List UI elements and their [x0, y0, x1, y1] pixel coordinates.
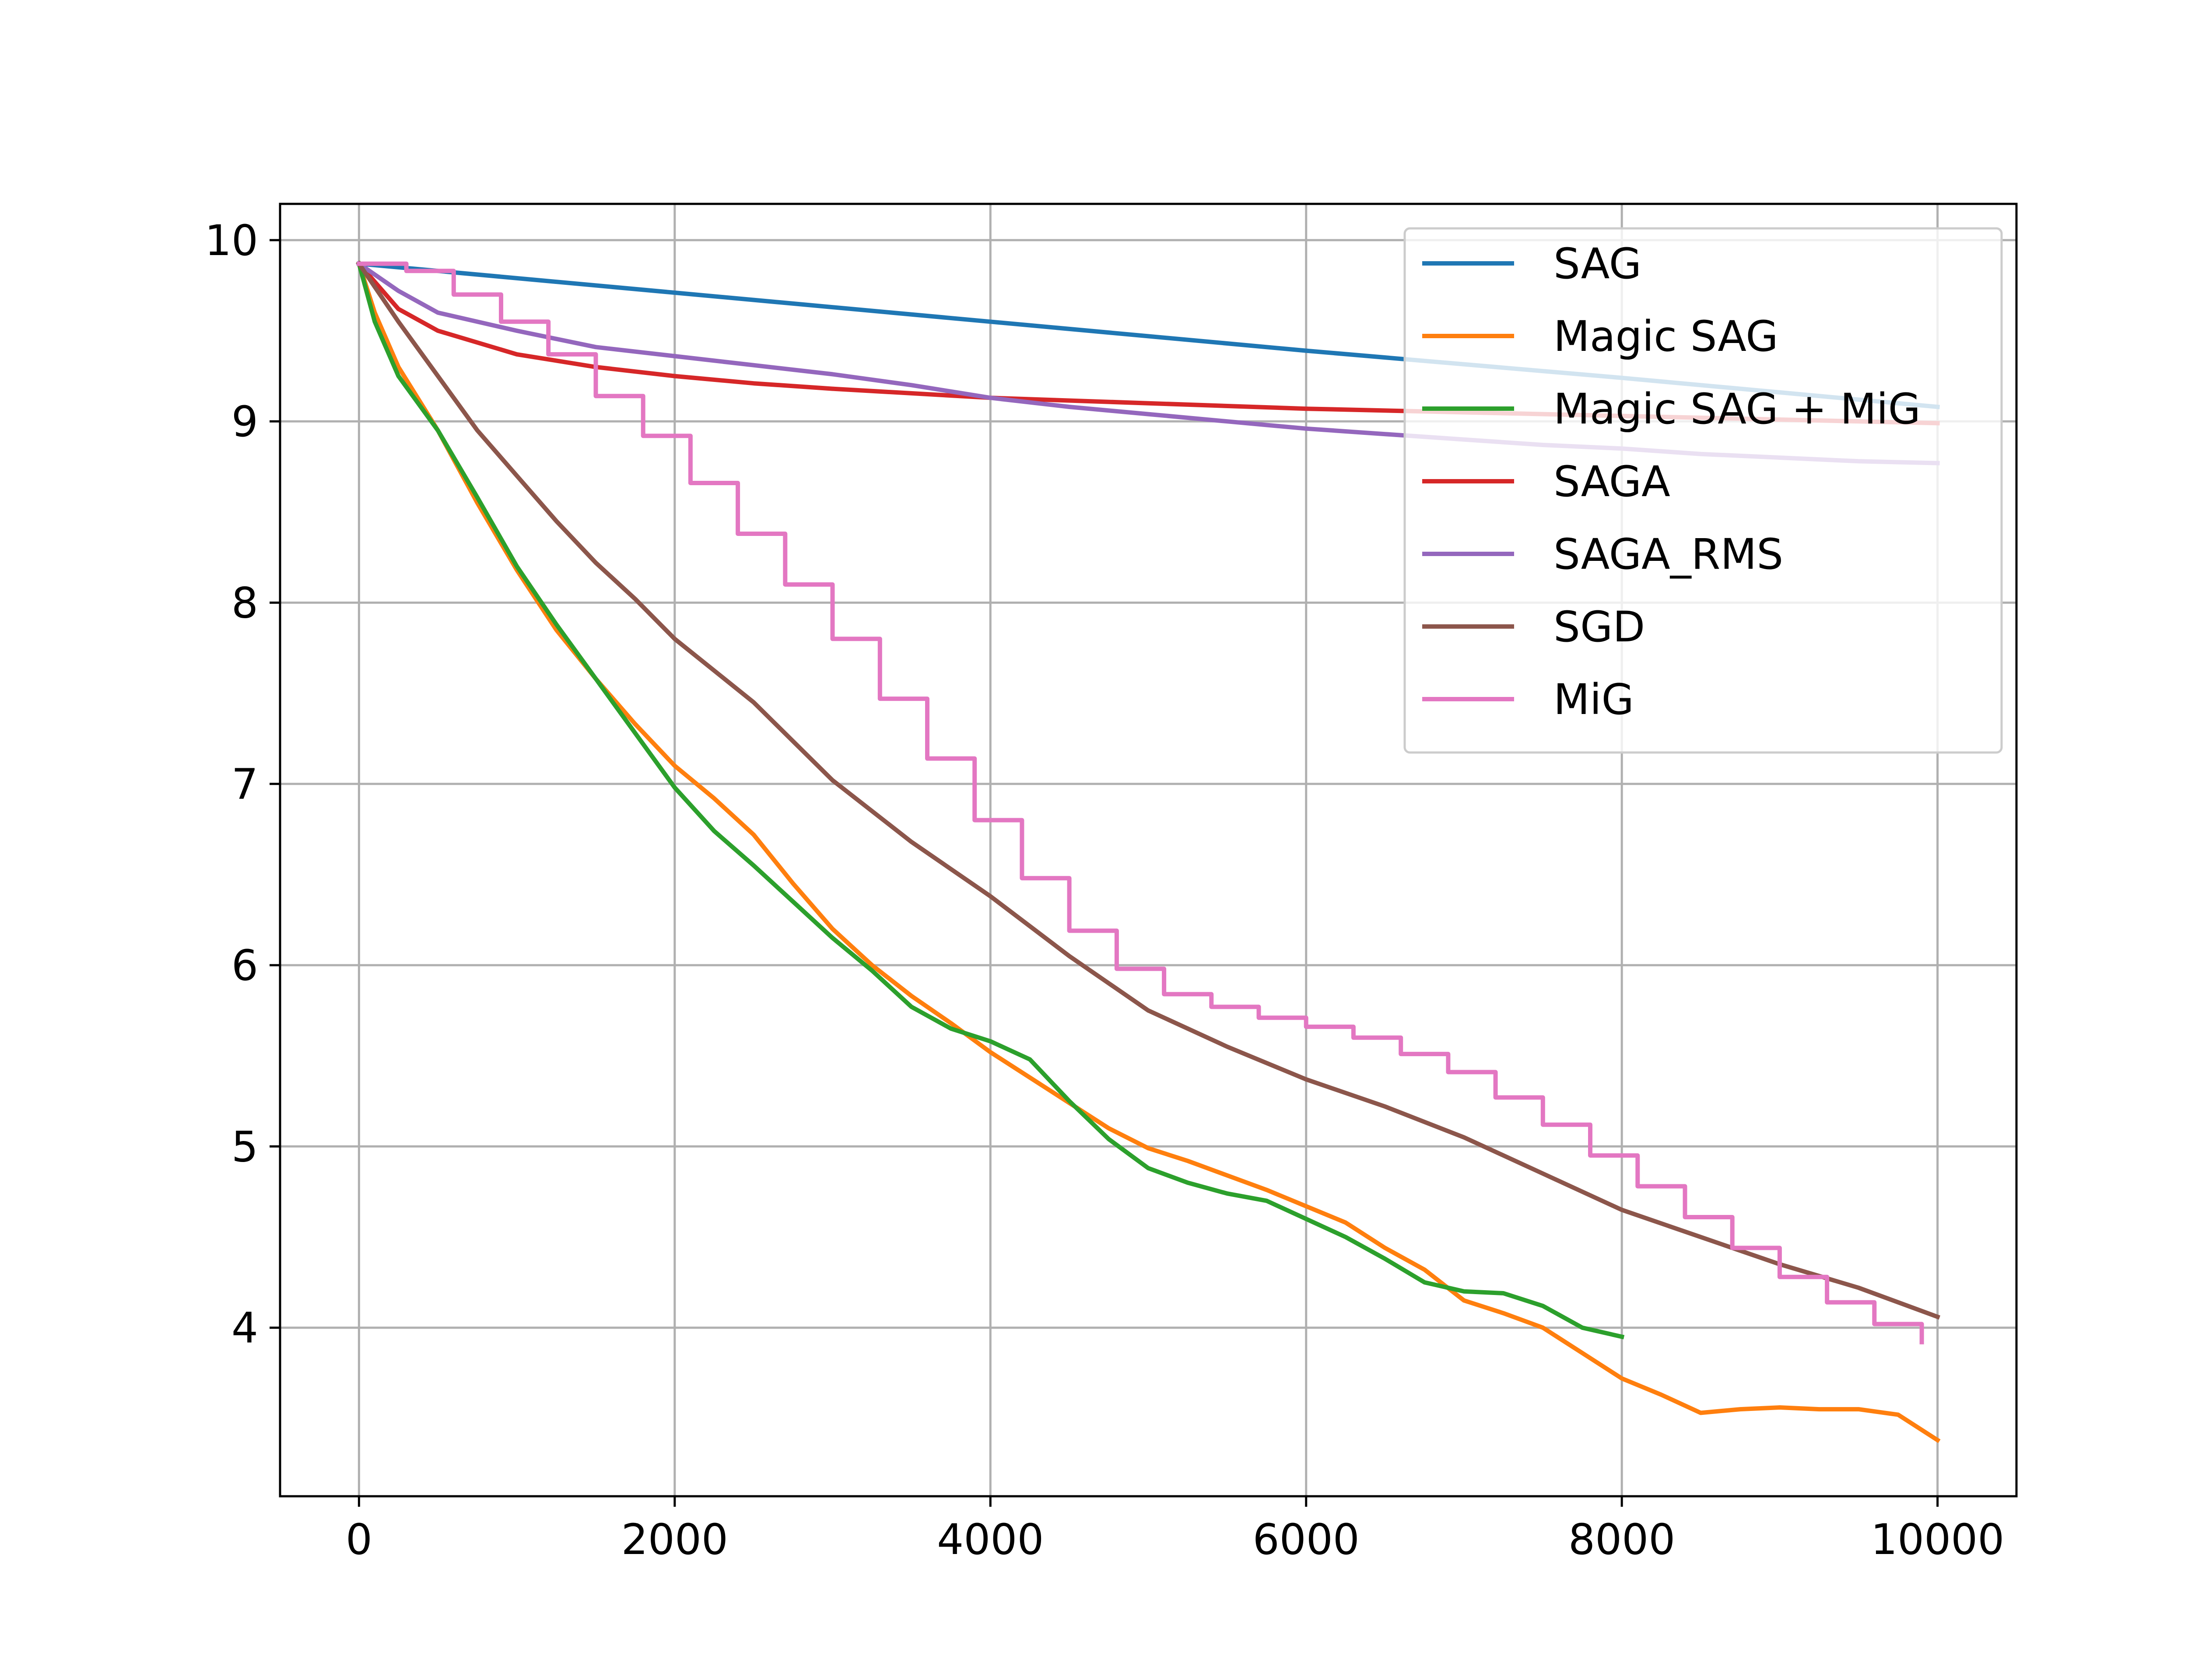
legend-label: Magic SAG + MiG [1553, 385, 1921, 434]
legend-label: SAGA [1553, 457, 1670, 506]
legend-label: MiG [1553, 675, 1634, 724]
x-tick-label: 6000 [1253, 1515, 1360, 1564]
y-tick-label: 10 [205, 216, 258, 265]
y-tick-label: 4 [231, 1304, 258, 1353]
legend-label: SAGA_RMS [1553, 530, 1783, 579]
legend-label: Magic SAG [1553, 312, 1778, 361]
series-line-magic-sag-mig [356, 261, 1625, 1340]
x-tick-label: 4000 [937, 1515, 1044, 1564]
legend: SAG Magic SAG Magic SAG + MiG SAGA SAGA_RMS S… [1403, 227, 2003, 754]
y-tick-label: 6 [231, 941, 258, 990]
series-group [356, 260, 1941, 1443]
x-tick-label: 10000 [1871, 1515, 2004, 1564]
y-tick-label: 9 [231, 397, 258, 446]
y-tick-label: 5 [231, 1122, 258, 1171]
legend-box [1403, 227, 2003, 754]
axes-frame [279, 203, 2018, 1498]
axis-ticks: 0 2000 4000 6000 8000 10000 4 5 6 7 8 9 10 [205, 216, 2004, 1564]
series-line-mig [357, 261, 1924, 1344]
x-tick-label: 2000 [621, 1515, 728, 1564]
y-tick-label: 8 [231, 578, 258, 627]
legend-label: SGD [1553, 602, 1645, 651]
legend-label: SAG [1553, 239, 1641, 288]
x-tick-label: 0 [346, 1515, 372, 1564]
x-tick-label: 8000 [1568, 1515, 1675, 1564]
y-tick-label: 7 [231, 760, 258, 809]
series-line-sgd [356, 260, 1941, 1320]
